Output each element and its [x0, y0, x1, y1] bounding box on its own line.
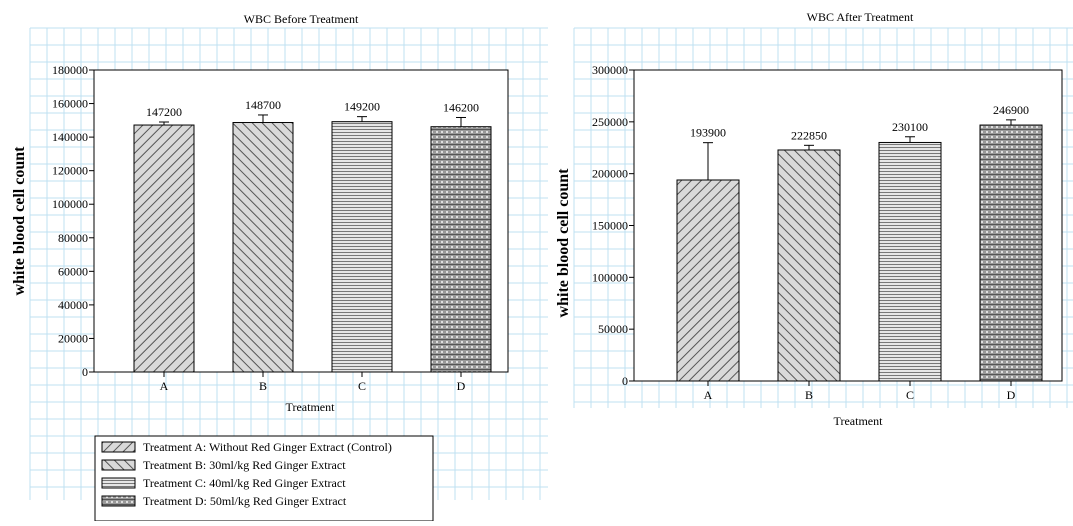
y-tick-label: 0 [82, 365, 88, 379]
bar-d [979, 124, 1043, 382]
x-axis: A B C D [704, 381, 1016, 402]
y-tick-label: 150000 [592, 219, 628, 233]
y-axis: 0 20000 40000 60000 80000 100000 120000 140000 1… [52, 63, 94, 379]
x-tick-label: D [457, 379, 466, 393]
legend-box [94, 435, 434, 522]
y-tick-label: 100000 [592, 270, 628, 284]
chart-after-treatment: WBC After Treatment 0 50000 100000 150000 20… [555, 10, 1063, 428]
y-axis-label: white blood cell count [555, 168, 572, 318]
y-tick-label: 120000 [52, 164, 88, 178]
y-tick-label: 80000 [58, 231, 88, 245]
data-label: 147200 [146, 105, 182, 119]
y-tick-label: 0 [622, 374, 628, 388]
x-axis-label: Treatment [286, 400, 336, 414]
y-tick-label: 300000 [592, 63, 628, 77]
x-tick-label: A [160, 379, 169, 393]
legend-swatch [101, 495, 136, 507]
y-tick-label: 50000 [598, 322, 628, 336]
legend-swatch [101, 477, 136, 489]
x-tick-label: C [906, 388, 914, 402]
y-tick-label: 250000 [592, 115, 628, 129]
y-tick-label: 140000 [52, 130, 88, 144]
bar-b [777, 149, 841, 382]
x-tick-label: B [805, 388, 813, 402]
x-tick-label: A [704, 388, 713, 402]
y-tick-label: 20000 [58, 331, 88, 345]
bars: 147200 148700 149200 146200 [133, 98, 492, 373]
y-tick-label: 60000 [58, 264, 88, 278]
legend-label: Treatment A: Without Red Ginger Extract … [143, 440, 392, 454]
legend-swatch [101, 459, 136, 471]
legend-swatch [101, 441, 136, 453]
data-label: 246900 [993, 103, 1029, 117]
x-tick-label: D [1007, 388, 1016, 402]
y-tick-label: 160000 [52, 97, 88, 111]
x-axis-label: Treatment [834, 414, 884, 428]
y-tick-label: 200000 [592, 167, 628, 181]
y-axis: 0 50000 100000 150000 200000 250000 300000 [592, 63, 634, 388]
x-tick-label: C [358, 379, 366, 393]
legend-label: Treatment C: 40ml/kg Red Ginger Extract [143, 476, 346, 490]
legend-label: Treatment D: 50ml/kg Red Ginger Extract [143, 494, 347, 508]
data-label: 148700 [245, 98, 281, 112]
chart-title: WBC Before Treatment [244, 12, 359, 26]
y-tick-label: 180000 [52, 63, 88, 77]
y-axis-label: white blood cell count [11, 146, 28, 296]
data-label: 146200 [443, 100, 479, 114]
x-tick-label: B [259, 379, 267, 393]
y-tick-label: 100000 [52, 197, 88, 211]
y-tick-label: 40000 [58, 298, 88, 312]
data-label: 149200 [344, 100, 380, 114]
legend-label: Treatment B: 30ml/kg Red Ginger Extract [143, 458, 346, 472]
x-axis: A B C D [160, 372, 466, 393]
data-label: 222850 [791, 128, 827, 142]
data-label: 230100 [892, 120, 928, 134]
bar-c [331, 121, 393, 373]
chart-before-treatment: WBC Before Treatment 0 20000 40000 60000 800… [11, 12, 509, 414]
bar-d [430, 126, 492, 373]
bar-c [878, 141, 942, 382]
bar-b [232, 122, 294, 373]
bar-a [676, 179, 740, 382]
chart-title: WBC After Treatment [807, 10, 914, 24]
legend: Treatment A: Without Red Ginger Extract … [94, 435, 434, 522]
bar-a [133, 124, 195, 373]
data-label: 193900 [690, 126, 726, 140]
